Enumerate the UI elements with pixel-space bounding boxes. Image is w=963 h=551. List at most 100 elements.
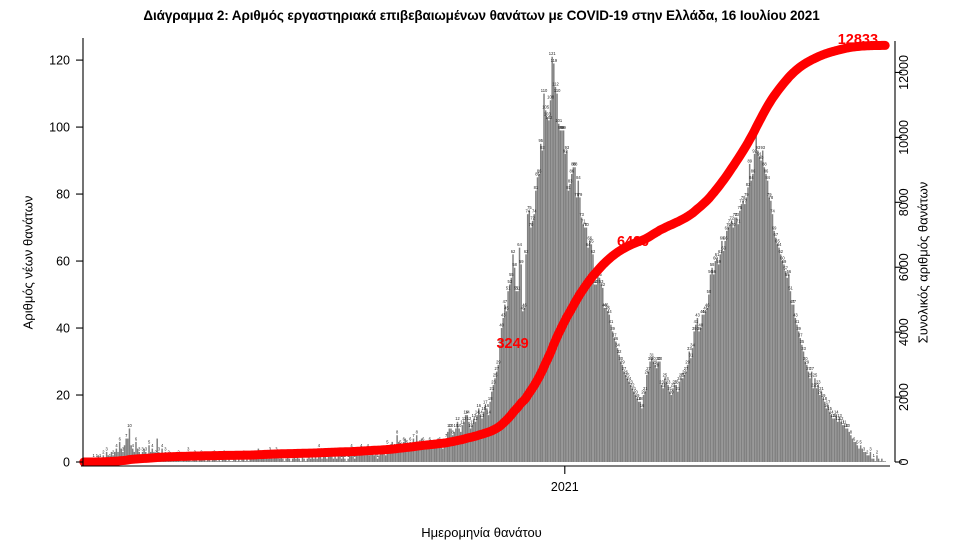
bar xyxy=(840,421,842,462)
bar xyxy=(815,388,818,462)
bar xyxy=(775,237,777,462)
bar xyxy=(851,438,854,462)
bar xyxy=(639,401,642,462)
bar xyxy=(357,451,359,462)
bar xyxy=(442,448,444,462)
bar xyxy=(820,391,823,462)
bar-value-label: 25 xyxy=(808,373,813,378)
bar xyxy=(127,438,129,462)
bar-value-label: 6 xyxy=(422,436,425,441)
bar-value-label: 58 xyxy=(710,262,715,267)
bar-value-label: 3 xyxy=(145,446,148,451)
bar xyxy=(375,451,377,462)
bar xyxy=(378,455,380,462)
bar xyxy=(783,264,785,462)
bar xyxy=(868,455,870,462)
bar xyxy=(618,354,620,462)
bar xyxy=(683,374,686,462)
bar xyxy=(296,455,299,462)
bar-value-label: 13 xyxy=(480,413,485,418)
bar xyxy=(864,451,867,462)
bar-value-label: 18 xyxy=(638,396,643,401)
bar-value-label: 57 xyxy=(783,266,788,271)
bar-value-label: 64 xyxy=(517,242,522,247)
bar-value-label: 18 xyxy=(823,396,828,401)
bar-value-label: 24 xyxy=(627,376,632,381)
bar xyxy=(365,451,367,462)
bar xyxy=(445,438,447,462)
bar xyxy=(644,391,646,462)
bar-value-label: 56 xyxy=(708,269,713,274)
bar xyxy=(647,371,650,462)
bar xyxy=(882,461,885,462)
bar-value-label: 50 xyxy=(707,289,712,294)
bar xyxy=(713,274,715,462)
bar xyxy=(577,180,580,463)
bar xyxy=(796,324,798,462)
bar-value-label: 23 xyxy=(666,379,671,384)
bar xyxy=(659,361,661,462)
bar-value-label: 84 xyxy=(749,175,754,180)
bar-value-label: 33 xyxy=(801,346,806,351)
bar xyxy=(626,378,628,462)
bar xyxy=(696,317,699,462)
bar xyxy=(554,86,557,462)
bar-value-label: 41 xyxy=(609,319,614,324)
bar xyxy=(451,435,454,462)
bar xyxy=(722,251,725,462)
bar xyxy=(487,415,490,462)
bar-value-label: 8 xyxy=(416,430,419,435)
y-tick-label-left: 40 xyxy=(56,322,70,336)
bar-value-label: 29 xyxy=(805,359,810,364)
bar-value-label: 2 xyxy=(154,450,157,455)
bar xyxy=(664,378,666,462)
bar-value-label: 99 xyxy=(561,125,566,130)
bar xyxy=(249,458,251,462)
bar-value-label: 5 xyxy=(860,440,863,445)
bar xyxy=(539,143,542,462)
bar-value-label: 44 xyxy=(607,309,612,314)
bar-value-label: 22 xyxy=(630,383,635,388)
bar-value-label: 88 xyxy=(762,162,767,167)
bar-value-label: 91 xyxy=(757,152,762,157)
bar xyxy=(789,291,792,462)
bar xyxy=(105,451,108,462)
bar-value-label: 58 xyxy=(512,262,517,267)
bar xyxy=(600,284,602,462)
bar xyxy=(590,244,593,462)
bar xyxy=(717,264,720,462)
bar xyxy=(760,160,762,462)
bar-value-label: 69 xyxy=(725,225,730,230)
bar xyxy=(569,184,571,462)
x-axis-ticks: 2021 xyxy=(551,466,579,494)
bar xyxy=(238,458,240,462)
bar xyxy=(349,455,351,462)
bar xyxy=(345,461,348,462)
bar-value-label: 73 xyxy=(579,212,584,217)
bar xyxy=(566,150,568,462)
bar-value-label: 12 xyxy=(473,416,478,421)
bar xyxy=(649,361,651,462)
bar-value-label: 70 xyxy=(583,222,588,227)
bar xyxy=(792,304,795,462)
bar xyxy=(376,458,379,462)
bar xyxy=(711,267,713,462)
bar xyxy=(801,344,803,462)
bar-value-label: 55 xyxy=(785,272,790,277)
bar-value-label: 36 xyxy=(614,336,619,341)
bar xyxy=(621,364,624,462)
bar xyxy=(587,247,589,462)
bar xyxy=(866,455,868,462)
bar-value-label: 59 xyxy=(782,259,787,264)
bar xyxy=(660,384,663,462)
bar xyxy=(748,163,751,463)
bar-value-label: 29 xyxy=(685,359,690,364)
bar-value-label: 7 xyxy=(412,433,415,438)
bar xyxy=(719,254,722,462)
bar-value-label: 10 xyxy=(844,423,849,428)
bar xyxy=(791,304,793,462)
bar xyxy=(241,458,243,462)
bar xyxy=(742,200,744,462)
bar-value-label: 62 xyxy=(524,249,529,254)
